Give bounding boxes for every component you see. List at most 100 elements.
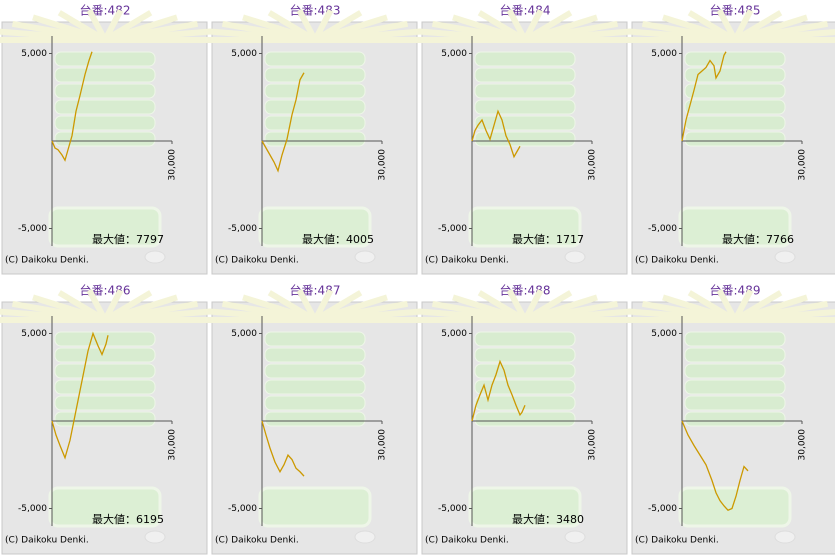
decor-box <box>48 486 162 528</box>
decor-tray <box>264 67 366 83</box>
decor-cup <box>564 530 586 544</box>
credit: (C) Daikoku Denki. <box>5 256 89 266</box>
decor-ray <box>267 290 317 323</box>
decor-tray <box>474 331 576 347</box>
decor-tray <box>54 83 156 99</box>
decor-tray <box>474 395 576 411</box>
x-tick-label: 30,000 <box>168 149 178 181</box>
y-tick-label: -5,000 <box>228 504 257 514</box>
decor-tray <box>684 99 786 115</box>
chart-panel: 台番:483 5,000 -5,000 30,000 最大値：4005(C) Daiko… <box>205 3 425 275</box>
chart-title: 台番:485 <box>710 3 761 18</box>
data-line <box>681 420 749 512</box>
decor-tray <box>684 131 786 147</box>
y-tick-label: -5,000 <box>438 224 467 234</box>
y-tick-label: 5,000 <box>441 49 467 59</box>
decor-ray <box>57 290 107 323</box>
decor-tray <box>474 379 576 395</box>
chart-title: 台番:483 <box>290 3 341 18</box>
chart-panel: 台番:488 5,000 -5,000 30,000 最大値：3480(C) Daiko… <box>415 283 635 555</box>
decor-tray <box>264 115 366 131</box>
decor-box <box>258 206 372 248</box>
max-annotation: 最大値：1717 <box>512 232 584 246</box>
credit: (C) Daikoku Denki. <box>215 536 299 546</box>
max-annotation: 最大値：3480 <box>512 512 584 526</box>
decor-tray <box>684 331 786 347</box>
decor-tray <box>54 379 156 395</box>
decor-box <box>678 486 792 528</box>
credit: (C) Daikoku Denki. <box>215 256 299 266</box>
decor-tray <box>264 131 366 147</box>
y-tick-label: -5,000 <box>648 224 677 234</box>
decor-tray <box>264 83 366 99</box>
max-annotation: 最大値：4005 <box>302 232 374 246</box>
data-line <box>681 51 727 142</box>
decor-box <box>258 486 372 528</box>
decor-cup <box>774 250 796 264</box>
chart-panel: 台番:489 5,000 -5,000 30,000 (C) Daikoku Denki… <box>625 283 835 555</box>
decor-tray <box>264 51 366 67</box>
decor-cup <box>354 530 376 544</box>
decor-ray <box>687 10 737 43</box>
decor-tray <box>264 411 366 427</box>
max-annotation: 最大値：7766 <box>722 232 794 246</box>
decor-ray <box>506 8 528 42</box>
decor-tray <box>54 363 156 379</box>
decor-tray <box>54 331 156 347</box>
decor-tray <box>474 411 576 427</box>
decor-ray <box>86 288 108 322</box>
decor-tray <box>474 115 576 131</box>
decor-tray <box>264 379 366 395</box>
y-tick-label: -5,000 <box>18 224 47 234</box>
decor-ray <box>477 290 527 323</box>
decor-tray <box>684 51 786 67</box>
decor-tray <box>684 379 786 395</box>
decor-ray <box>477 10 527 43</box>
decor-box <box>48 206 162 248</box>
y-tick-label: 5,000 <box>651 329 677 339</box>
decor-tray <box>684 83 786 99</box>
y-tick-label: 5,000 <box>21 49 47 59</box>
decor-tray <box>54 67 156 83</box>
chart-panel: 台番:484 5,000 -5,000 30,000 最大値：1717(C) Daiko… <box>415 3 635 275</box>
chart-title: 台番:482 <box>80 3 131 18</box>
credit: (C) Daikoku Denki. <box>425 536 509 546</box>
chart-title: 台番:487 <box>290 283 341 298</box>
decor-tray <box>684 363 786 379</box>
decor-box <box>468 486 582 528</box>
decor-ray <box>296 288 318 322</box>
x-tick-label: 30,000 <box>588 149 598 181</box>
x-tick-label: 30,000 <box>588 429 598 461</box>
decor-ray <box>506 288 528 322</box>
decor-tray <box>54 411 156 427</box>
y-tick-label: 5,000 <box>441 329 467 339</box>
decor-box <box>468 206 582 248</box>
y-tick-label: -5,000 <box>228 224 257 234</box>
max-annotation: 最大値：6195 <box>92 512 164 526</box>
credit: (C) Daikoku Denki. <box>635 256 719 266</box>
decor-tray <box>264 363 366 379</box>
decor-cup <box>774 530 796 544</box>
decor-ray <box>716 288 738 322</box>
decor-ray <box>296 8 318 42</box>
y-tick-label: 5,000 <box>231 49 257 59</box>
decor-tray <box>474 347 576 363</box>
y-tick-label: -5,000 <box>438 504 467 514</box>
data-line <box>471 109 521 159</box>
chart-title: 台番:488 <box>500 283 551 298</box>
decor-cup <box>144 250 166 264</box>
decor-tray <box>474 363 576 379</box>
credit: (C) Daikoku Denki. <box>5 536 89 546</box>
decor-tray <box>474 83 576 99</box>
decor-tray <box>264 99 366 115</box>
decor-tray <box>474 131 576 147</box>
decor-tray <box>54 51 156 67</box>
chart-title: 台番:486 <box>80 283 131 298</box>
decor-tray <box>54 395 156 411</box>
decor-tray <box>684 411 786 427</box>
data-line <box>261 420 305 477</box>
chart-panel: 台番:486 5,000 -5,000 30,000 最大値：6195(C) Daiko… <box>0 283 215 555</box>
y-tick-label: 5,000 <box>651 49 677 59</box>
decor-box <box>678 206 792 248</box>
